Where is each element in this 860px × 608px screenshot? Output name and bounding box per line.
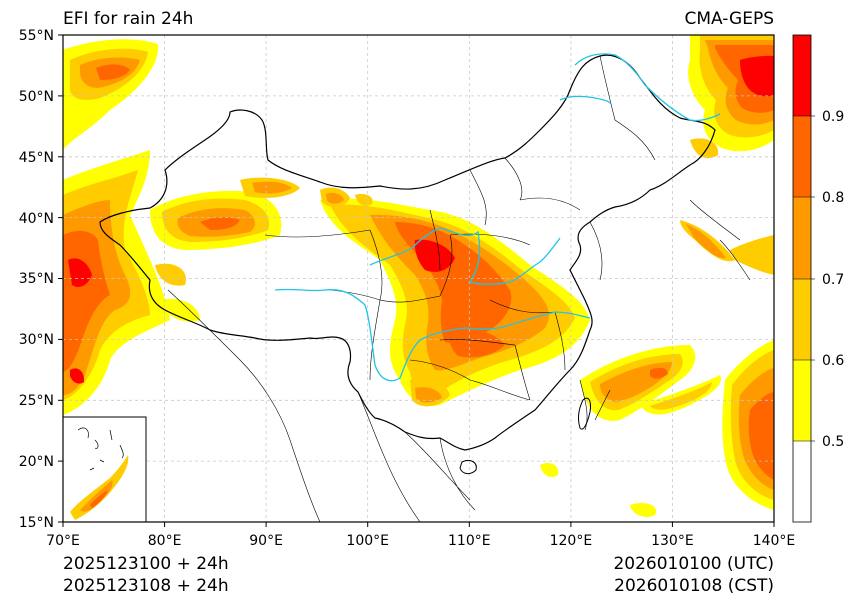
y-tick-labels: 55°N 50°N 45°N 40°N 35°N 30°N 25°N 20°N … <box>19 28 54 531</box>
yellow-river <box>369 227 561 285</box>
boundaries <box>99 54 751 522</box>
rivers <box>274 53 721 382</box>
colorbar-label: 0.5 <box>822 434 844 450</box>
x-tick-labels: 70°E 80°E 90°E 100°E 110°E 120°E 130°E 1… <box>46 533 795 549</box>
init-time-cst: 2025123108 + 24h <box>63 576 229 596</box>
graticule <box>63 35 774 522</box>
amur-river <box>574 53 721 122</box>
colorbar-segment <box>793 441 811 522</box>
yangtze-river <box>274 288 591 382</box>
inset-map <box>62 416 147 523</box>
colorbar-label: 0.8 <box>822 190 844 206</box>
x-tick-label: 80°E <box>148 533 182 549</box>
axis-ticks <box>58 34 775 527</box>
x-tick-label: 120°E <box>550 533 593 549</box>
x-tick-label: 90°E <box>249 533 283 549</box>
taiwan-outline <box>578 397 591 430</box>
y-tick-label: 50°N <box>19 89 54 105</box>
valid-time-cst: 2026010108 (CST) <box>614 576 774 596</box>
colorbar-segment <box>793 35 811 116</box>
x-tick-label: 130°E <box>651 533 694 549</box>
efi-shading <box>63 35 774 517</box>
colorbar: 0.9 0.8 0.7 0.6 0.5 <box>792 34 844 523</box>
y-tick-label: 45°N <box>19 150 54 166</box>
neighbor-borders <box>167 199 751 522</box>
y-tick-label: 20°N <box>19 454 54 470</box>
colorbar-segment <box>793 116 811 197</box>
y-tick-label: 40°N <box>19 211 54 227</box>
y-tick-label: 15°N <box>19 515 54 531</box>
x-tick-label: 100°E <box>346 533 389 549</box>
colorbar-label: 0.9 <box>822 109 844 125</box>
valid-time-utc: 2026010100 (UTC) <box>613 554 774 574</box>
colorbar-segment <box>793 360 811 441</box>
china-border <box>99 54 716 451</box>
colorbar-label: 0.7 <box>822 272 844 288</box>
y-tick-label: 25°N <box>19 393 54 409</box>
model-name: CMA-GEPS <box>684 9 774 29</box>
y-tick-label: 30°N <box>19 332 54 348</box>
map-title: EFI for rain 24h <box>63 9 194 29</box>
colorbar-segment <box>793 279 811 360</box>
y-tick-label: 55°N <box>19 28 54 44</box>
colorbar-segment <box>793 197 811 279</box>
x-tick-label: 140°E <box>753 533 796 549</box>
init-time-utc: 2025123100 + 24h <box>63 554 229 574</box>
province-lines <box>264 55 656 401</box>
hainan-outline <box>459 459 477 475</box>
x-tick-label: 70°E <box>46 533 80 549</box>
x-tick-label: 110°E <box>448 533 491 549</box>
colorbar-label: 0.6 <box>822 353 844 369</box>
y-tick-label: 35°N <box>19 271 54 287</box>
